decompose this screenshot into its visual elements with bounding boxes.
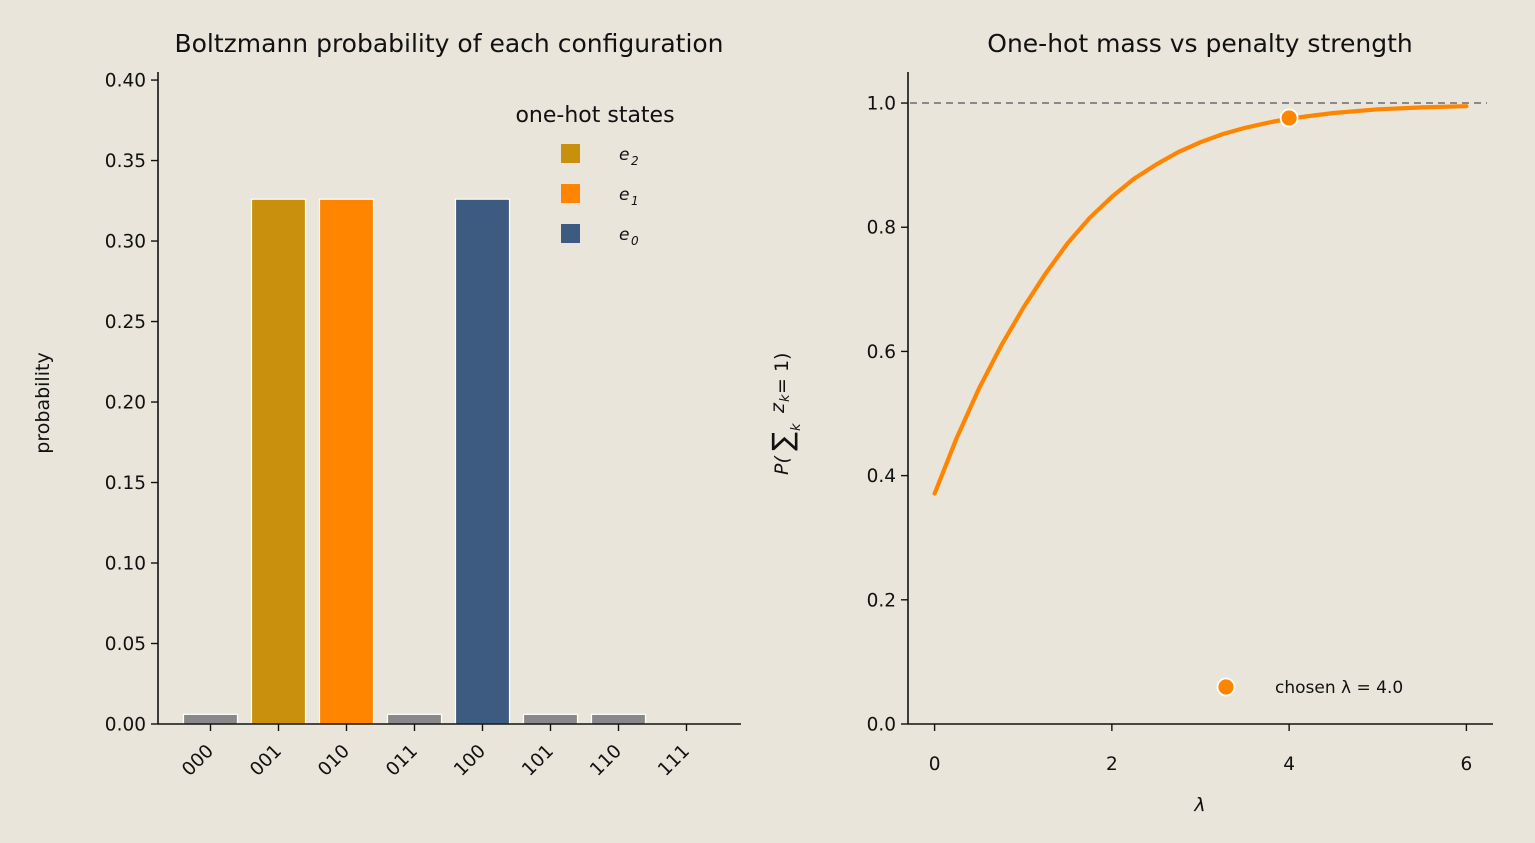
line-chart-x-axis-label: λ <box>1193 794 1205 816</box>
series-line <box>932 104 1469 496</box>
legend-entry: e <box>619 225 629 245</box>
y-tick-label: 1.0 <box>867 94 896 115</box>
x-tick-label: 0 <box>929 754 941 775</box>
x-tick-label: 6 <box>1461 754 1473 775</box>
bar-chart-y-ticks: 0.00 0.05 0.10 0.15 0.20 0.25 0.30 0.35 0.40 <box>105 71 158 736</box>
y-tick-label: 0.4 <box>867 466 896 487</box>
line-chart-y-ticks: 0.0 0.2 0.4 0.6 0.8 1.0 <box>867 94 908 736</box>
y-tick-label: 0.2 <box>867 590 896 611</box>
x-tick-label: 110 <box>586 741 626 781</box>
bar-series <box>182 198 647 725</box>
x-tick-label: 000 <box>178 741 218 781</box>
y-tick-label: 0.05 <box>105 634 146 655</box>
legend-title: one-hot states <box>515 103 674 128</box>
legend-entry-sub: 0 <box>631 234 639 248</box>
legend-entry: e <box>619 185 629 205</box>
y-label-var-sub: k <box>778 394 793 402</box>
x-tick-label: 2 <box>1106 754 1118 775</box>
x-tick-label: 011 <box>382 741 422 781</box>
bar-010 <box>318 198 375 725</box>
x-tick-label: 111 <box>654 741 694 781</box>
y-label-prefix: P( <box>771 455 793 475</box>
bar-chart-title: Boltzmann probability of each configurat… <box>174 29 723 58</box>
y-tick-label: 0.15 <box>105 473 146 494</box>
bar-100 <box>454 198 511 725</box>
x-tick-label: 010 <box>314 741 354 781</box>
bar-000 <box>182 713 239 725</box>
bar-chart-x-ticks: 000 001 010 011 100 101 110 111 <box>178 724 694 781</box>
legend-marker <box>1216 677 1236 697</box>
line-chart-y-axis-label: P( ∑ k z k = 1) <box>766 353 804 475</box>
bar-110 <box>590 713 647 725</box>
y-tick-label: 0.10 <box>105 554 146 575</box>
y-tick-label: 0.40 <box>105 71 146 92</box>
line-chart-legend: chosen λ = 4.0 <box>1216 677 1403 698</box>
legend-swatch <box>561 184 580 203</box>
y-tick-label: 0.8 <box>867 218 896 239</box>
bar-011 <box>386 713 443 725</box>
x-tick-label: 4 <box>1283 754 1295 775</box>
y-tick-label: 0.20 <box>105 393 146 414</box>
legend-swatch <box>561 144 580 163</box>
y-tick-label: 0.30 <box>105 232 146 253</box>
y-label-sum: ∑ <box>766 432 799 451</box>
bar-chart-panel: Boltzmann probability of each configurat… <box>32 29 741 781</box>
legend-label: chosen λ = 4.0 <box>1275 678 1403 698</box>
bar-101 <box>522 713 579 725</box>
legend-entry-sub: 1 <box>631 194 639 208</box>
y-label-sum-under: k <box>789 423 804 431</box>
x-tick-label: 100 <box>450 741 490 781</box>
x-tick-label: 001 <box>246 741 286 781</box>
legend-entry: e <box>619 145 629 165</box>
y-tick-label: 0.25 <box>105 312 146 333</box>
line-chart-title: One-hot mass vs penalty strength <box>987 29 1412 58</box>
chosen-lambda-point <box>1279 108 1299 128</box>
line-chart-x-ticks: 0 2 4 6 <box>929 724 1473 775</box>
y-label-var: z <box>767 402 789 414</box>
y-tick-label: 0.35 <box>105 151 146 172</box>
y-tick-label: 0.00 <box>105 715 146 736</box>
bar-chart-y-axis-label: probability <box>32 352 54 453</box>
bar-001 <box>250 198 307 725</box>
legend-swatch <box>561 224 580 243</box>
y-tick-label: 0.6 <box>867 342 896 363</box>
legend-entry-sub: 2 <box>631 154 639 168</box>
line-chart-panel: One-hot mass vs penalty strength P( ∑ k … <box>766 29 1493 816</box>
y-label-suffix: = 1) <box>771 353 793 394</box>
x-tick-label: 101 <box>518 741 558 781</box>
y-tick-label: 0.0 <box>867 715 896 736</box>
bar-chart-legend: one-hot states e 2e 1e 0 <box>515 103 674 248</box>
